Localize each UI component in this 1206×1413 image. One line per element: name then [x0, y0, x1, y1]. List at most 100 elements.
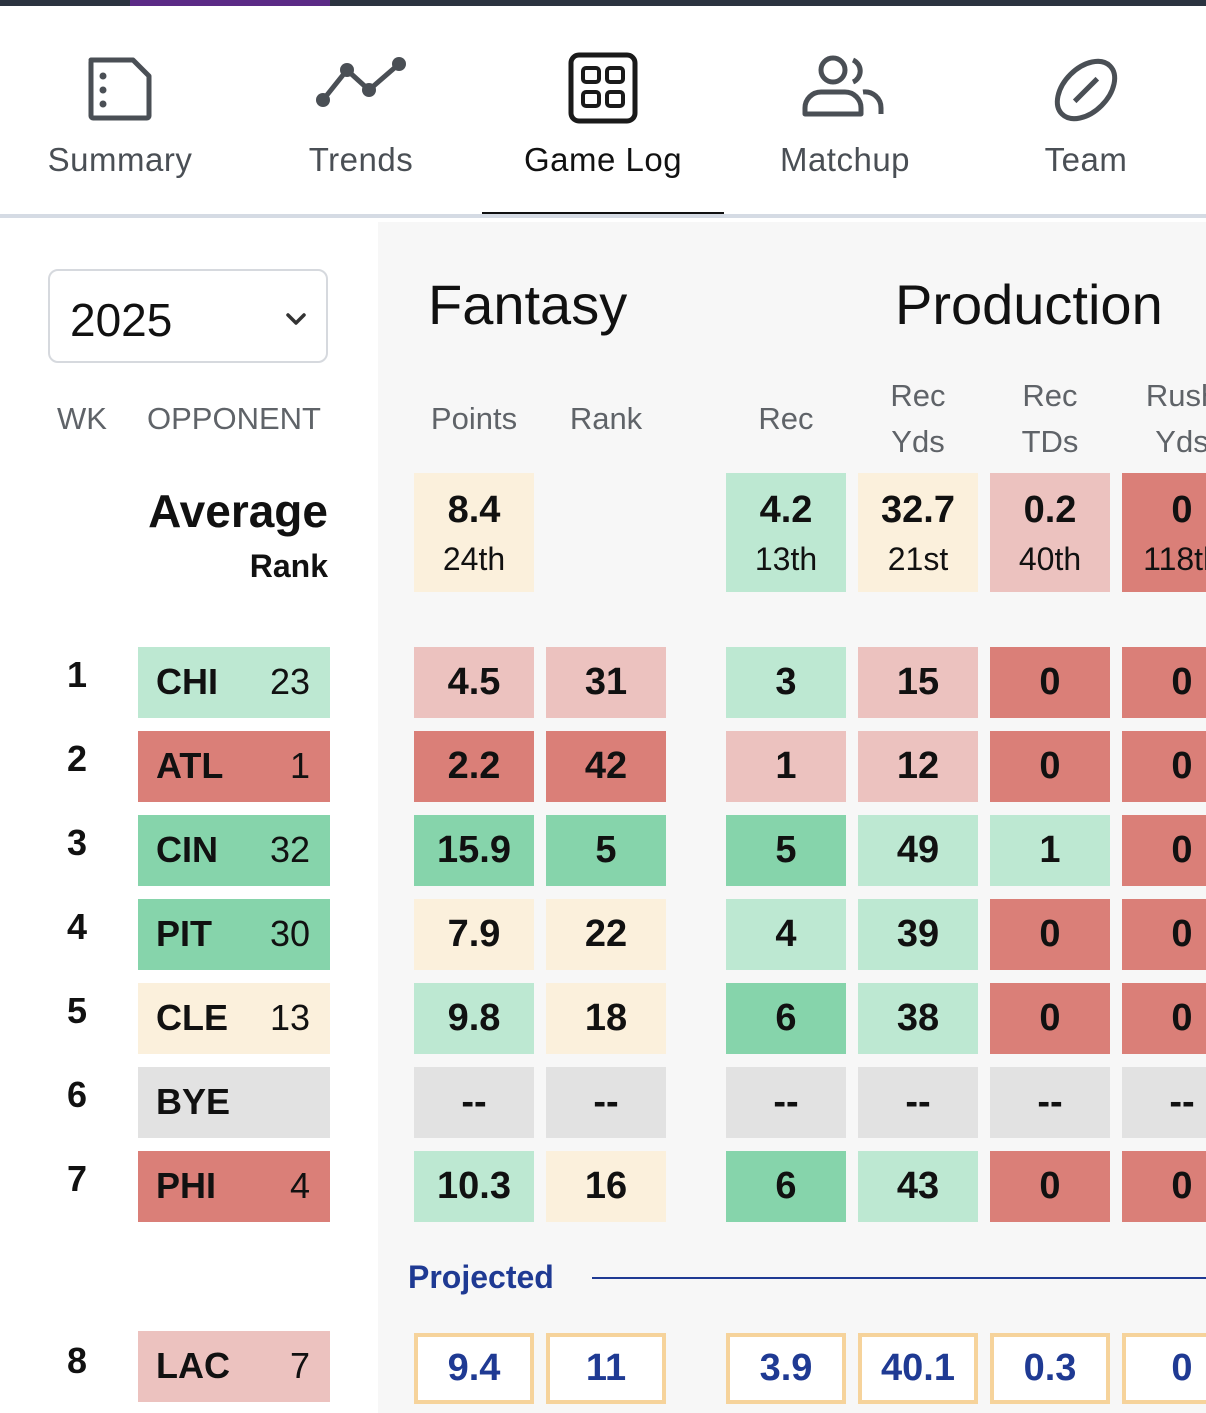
header-image-strip [0, 0, 1206, 10]
rec-cell: 1 [726, 731, 846, 802]
week-number: 6 [66, 1074, 88, 1115]
rush-yds-value: 0 [1171, 745, 1193, 787]
opponent-cell[interactable]: CIN 32 [138, 815, 330, 886]
rank-cell: 16 [546, 1151, 666, 1222]
rec-yds-value: 15 [896, 661, 940, 703]
opponent-name: PIT [156, 913, 213, 954]
opponent-cell[interactable]: CLE 13 [138, 983, 330, 1054]
opponent-name: CLE [156, 997, 228, 1038]
projected-value: 0.3 [1023, 1347, 1077, 1389]
average-rank-label: Rank [249, 548, 328, 584]
projected-opponent-name: LAC [156, 1345, 230, 1386]
chevron-down-icon [286, 313, 306, 325]
opponent-rank: 13 [269, 997, 310, 1038]
rec-yds-cell: 43 [858, 1151, 978, 1222]
trend-line-icon [316, 57, 406, 107]
rush-yds-value: -- [1169, 1081, 1195, 1123]
opponent-cell[interactable]: PIT 30 [138, 899, 330, 970]
projected-divider [592, 1277, 1206, 1279]
tab-game-log[interactable]: Game Log [482, 10, 724, 218]
average-rec-yds-cell: 32.7 21st [858, 473, 978, 592]
rec-yds-header: Rec Yds [858, 373, 978, 465]
people-icon [802, 55, 884, 117]
tab-bar: Summary Trends Game Log Matchup [0, 10, 1206, 218]
average-rec-tds-cell: 0.2 40th [990, 473, 1110, 592]
rank-value: 22 [584, 913, 628, 955]
projected-week: 8 [66, 1340, 88, 1381]
average-rec-rank: 13th [754, 541, 818, 577]
average-rush-yds-cell: 0 118th [1122, 473, 1206, 592]
rec-yds-cell: 15 [858, 647, 978, 718]
average-rush-yds-rank: 118th [1143, 541, 1206, 577]
rank-cell: 31 [546, 647, 666, 718]
opponent-cell[interactable]: PHI 4 [138, 1151, 330, 1222]
points-value: 7.9 [447, 913, 501, 955]
points-value: 2.2 [447, 745, 501, 787]
average-rec-tds-value: 0.2 [1023, 489, 1077, 531]
wk-header: WK [57, 401, 107, 436]
rank-value: 18 [584, 997, 628, 1039]
rec-tds-value: 0 [1039, 1165, 1061, 1207]
opponent-name: CHI [156, 661, 218, 702]
average-rec-value: 4.2 [759, 489, 813, 531]
projected-rank-cell: 11 [546, 1333, 666, 1404]
tab-team[interactable]: Team [966, 10, 1206, 218]
production-section-title: Production [895, 273, 1163, 336]
rank-cell: 5 [546, 815, 666, 886]
projected-opponent-cell[interactable]: LAC 7 [138, 1331, 330, 1402]
opponent-cell[interactable]: ATL 1 [138, 731, 330, 802]
tab-divider [0, 214, 1206, 218]
opponent-rank: 1 [289, 745, 310, 786]
opponent-cell[interactable]: BYE [138, 1067, 330, 1138]
rec-tds-value: 0 [1039, 997, 1061, 1039]
rush-yds-cell: 0 [1122, 647, 1206, 718]
rank-value: 16 [584, 1165, 628, 1207]
rec-value: 6 [775, 997, 797, 1039]
projected-value: 40.1 [881, 1347, 955, 1389]
tab-matchup[interactable]: Matchup [724, 10, 966, 218]
rec-yds-value: -- [905, 1081, 931, 1123]
rush-yds-cell: 0 [1122, 731, 1206, 802]
opponent-cell[interactable]: CHI 23 [138, 647, 330, 718]
tab-summary[interactable]: Summary [0, 10, 240, 218]
rec-cell: 4 [726, 899, 846, 970]
points-value: 10.3 [437, 1165, 511, 1207]
rank-value: -- [593, 1081, 619, 1123]
rec-tds-cell: 0 [990, 647, 1110, 718]
points-value: 9.8 [447, 997, 501, 1039]
rec-tds-header-line1: Rec [1022, 378, 1078, 413]
rush-yds-value: 0 [1171, 997, 1193, 1039]
average-points-rank: 24th [442, 541, 506, 577]
rush-yds-value: 0 [1171, 829, 1193, 871]
average-points-cell: 8.4 24th [414, 473, 534, 592]
rec-yds-cell: 12 [858, 731, 978, 802]
rec-value: 4 [775, 913, 797, 955]
average-rec-yds-value: 32.7 [881, 489, 955, 531]
week-number: 4 [66, 906, 88, 947]
rec-tds-value: 1 [1039, 829, 1061, 871]
rec-value: 1 [775, 745, 797, 787]
tab-label: Trends [308, 141, 414, 178]
grid-icon [568, 52, 638, 124]
points-header: Points [430, 401, 518, 436]
opponent-name: ATL [156, 745, 224, 786]
rec-tds-value: 0 [1039, 745, 1061, 787]
week-number: 1 [66, 654, 88, 695]
rec-yds-cell: -- [858, 1067, 978, 1138]
points-cell: 9.8 [414, 983, 534, 1054]
rank-header: Rank [569, 401, 643, 436]
tab-label: Summary [47, 141, 193, 178]
points-cell: 7.9 [414, 899, 534, 970]
rush-yds-value: 0 [1171, 1165, 1193, 1207]
tab-trends[interactable]: Trends [240, 10, 482, 218]
season-select[interactable]: 2025 [48, 269, 328, 363]
rec-value: 5 [775, 829, 797, 871]
projected-rec-yds-cell: 40.1 [858, 1333, 978, 1404]
rank-value: 5 [595, 829, 617, 871]
rec-tds-cell: 0 [990, 983, 1110, 1054]
rank-value: 42 [584, 745, 628, 787]
projected-value: 11 [585, 1347, 627, 1389]
rec-cell: -- [726, 1067, 846, 1138]
rank-cell: 18 [546, 983, 666, 1054]
rush-yds-cell: 0 [1122, 899, 1206, 970]
